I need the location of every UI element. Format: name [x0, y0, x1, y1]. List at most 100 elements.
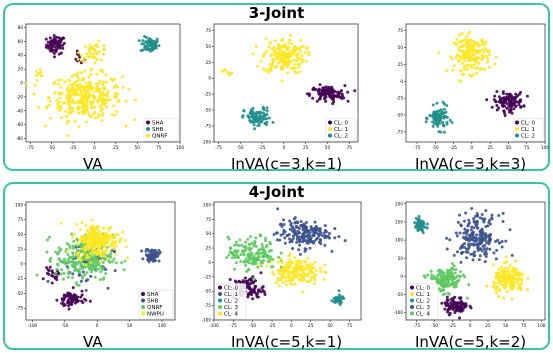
data-point — [84, 81, 88, 85]
data-point — [484, 40, 488, 44]
data-point — [474, 55, 478, 59]
data-point — [242, 245, 246, 249]
data-point — [102, 52, 106, 56]
scatter-plot-3joint-inva-c3-k1: -75 -50 -25 0 25 50 75 -100 -75 -50 -25 0 25 50 75 CL: … — [201, 23, 359, 150]
data-point — [283, 42, 287, 46]
data-point — [110, 112, 114, 116]
x-tick-label: -25 — [70, 145, 77, 150]
data-point — [59, 272, 63, 276]
data-point — [76, 269, 80, 273]
data-point — [318, 83, 322, 87]
data-point — [520, 282, 524, 286]
data-point — [281, 67, 285, 71]
data-point — [276, 277, 280, 281]
data-point — [82, 88, 86, 92]
data-point — [501, 96, 505, 100]
data-point — [112, 85, 116, 89]
data-point — [439, 130, 443, 134]
data-point — [469, 238, 473, 242]
data-point — [113, 113, 117, 117]
y-tick-label: -40 — [16, 108, 23, 113]
data-point — [291, 261, 295, 265]
legend-label: SHA — [152, 121, 164, 127]
data-point — [309, 225, 313, 229]
data-point — [104, 105, 108, 109]
data-point — [460, 245, 464, 249]
x-tick-label: 75 — [521, 323, 527, 328]
data-point — [264, 239, 268, 243]
data-point — [291, 247, 295, 251]
data-point — [432, 113, 436, 117]
data-point — [469, 252, 473, 256]
data-point — [470, 207, 474, 211]
data-point — [124, 245, 128, 249]
data-point — [497, 95, 501, 99]
data-point — [75, 300, 79, 304]
data-point — [501, 220, 505, 224]
data-point — [58, 44, 62, 48]
data-point — [106, 256, 110, 260]
data-point — [276, 260, 280, 264]
data-point — [496, 276, 500, 280]
data-point — [71, 235, 75, 239]
data-point — [250, 108, 254, 112]
data-point — [525, 94, 529, 98]
data-point — [296, 221, 300, 225]
data-point — [269, 259, 273, 263]
data-point — [101, 86, 105, 90]
data-point — [510, 97, 514, 101]
legend-label: CL: 1 — [334, 127, 348, 133]
data-point — [66, 253, 70, 257]
data-point — [248, 243, 252, 247]
data-point — [87, 75, 91, 79]
data-point — [53, 271, 57, 275]
data-point — [509, 109, 513, 113]
legend-label: SHB — [152, 127, 164, 133]
data-point — [308, 239, 312, 243]
y-tick-label: 0 — [208, 76, 211, 81]
y-tick-label: 0 — [20, 81, 23, 86]
data-point — [526, 277, 530, 281]
data-point — [473, 59, 477, 63]
data-point — [414, 225, 418, 229]
data-point — [70, 303, 74, 307]
data-point — [451, 68, 455, 72]
data-point — [58, 104, 62, 108]
data-point — [431, 120, 435, 124]
data-point — [259, 251, 263, 255]
data-point — [323, 96, 327, 100]
data-point — [314, 237, 318, 241]
data-point — [53, 91, 57, 95]
data-point — [300, 273, 304, 277]
data-point — [464, 56, 468, 60]
data-point — [254, 116, 258, 120]
data-point — [465, 229, 469, 233]
data-point — [445, 303, 449, 307]
data-point — [81, 270, 85, 274]
data-point — [464, 302, 468, 306]
data-point — [462, 59, 466, 63]
data-point — [90, 270, 94, 274]
data-point — [92, 112, 96, 116]
data-point — [330, 249, 334, 253]
data-point — [102, 44, 106, 48]
data-point — [465, 296, 469, 300]
y-tick-label: -25 — [204, 92, 211, 97]
data-point — [504, 239, 508, 243]
data-point — [279, 265, 283, 269]
legend-label: QNRF — [152, 134, 167, 140]
data-point — [75, 283, 79, 287]
data-point — [446, 291, 450, 295]
data-point — [466, 237, 470, 241]
data-point — [92, 250, 96, 254]
data-point — [458, 33, 462, 37]
data-point — [103, 47, 107, 51]
data-point — [47, 235, 51, 239]
data-point — [502, 261, 506, 265]
data-point — [122, 268, 126, 272]
data-point — [37, 72, 41, 76]
legend-marker — [146, 133, 150, 138]
data-point — [88, 114, 92, 118]
data-point — [471, 56, 475, 60]
y-tick-label: 40 — [18, 53, 24, 58]
